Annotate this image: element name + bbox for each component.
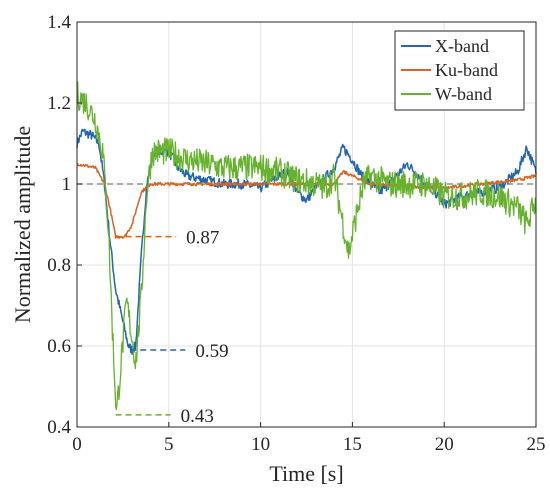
y-axis-title: Normalized amplitude (10, 126, 35, 323)
x-tick-label: 0 (72, 434, 82, 455)
series-group (76, 81, 537, 411)
legend: X-band Ku-band W-band (394, 30, 525, 111)
legend-label: X-band (435, 36, 489, 56)
series-line-w-band (76, 81, 537, 411)
legend-label: W-band (435, 84, 492, 104)
y-tick-label: 0.4 (47, 417, 71, 438)
legend-label: Ku-band (435, 60, 498, 80)
x-tick-label: 25 (527, 434, 546, 455)
x-axis-title: Time [s] (269, 461, 343, 486)
y-tick-label: 1.2 (47, 93, 71, 114)
y-tick-label: 0.6 (47, 336, 71, 357)
y-tick-label: 1 (62, 174, 72, 195)
ticks-group: 0 5 10 15 20 25 0.4 0.6 0.8 1 1.2 1.4 (47, 12, 545, 455)
x-tick-label: 20 (435, 434, 454, 455)
annotation-label: 0.87 (186, 228, 219, 249)
annotation-label: 0.43 (181, 406, 214, 427)
y-tick-label: 0.8 (47, 255, 71, 276)
annotation-label: 0.59 (195, 341, 228, 362)
x-tick-label: 10 (251, 434, 270, 455)
x-tick-label: 15 (343, 434, 362, 455)
y-tick-label: 1.4 (47, 12, 71, 33)
x-tick-label: 5 (164, 434, 174, 455)
annotation-group: 0.87 0.59 0.43 (115, 228, 229, 427)
plot-frame (76, 21, 537, 428)
